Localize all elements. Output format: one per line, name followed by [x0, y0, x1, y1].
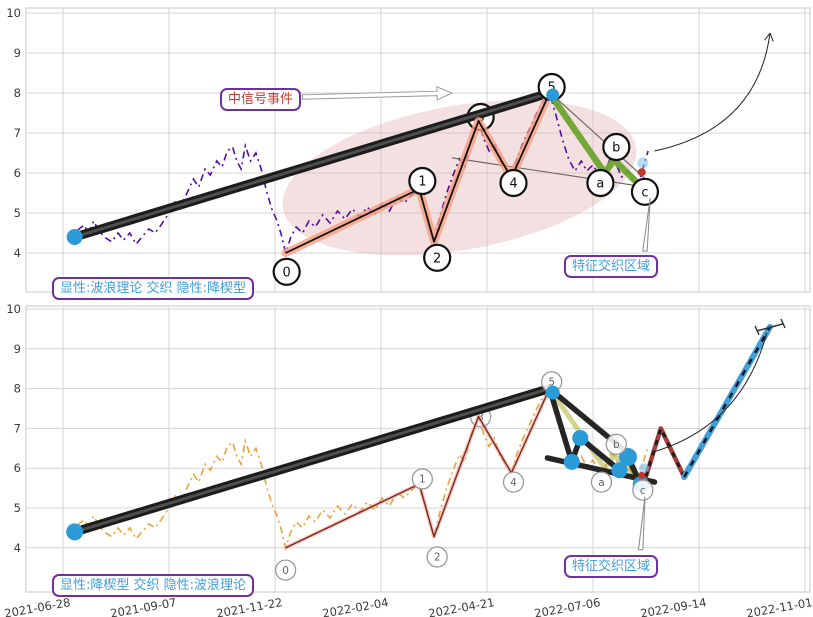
trend-line-core: [73, 91, 551, 239]
x-tick-label: 2021-06-28: [3, 595, 71, 617]
x-tick-label: 2021-11-22: [215, 595, 283, 617]
y-tick-label: 6: [14, 461, 21, 475]
y-tick-label: 7: [14, 126, 21, 140]
wave-point-label-5: 5: [548, 81, 556, 96]
wave-point-label-a: a: [598, 477, 604, 489]
explicit-wedge-label-bottom: 显性:降楔型 交织 隐性:波浪理论: [52, 574, 255, 597]
wave-black: [285, 92, 551, 254]
wave-maroon: [285, 388, 551, 549]
wave-point-label-c: c: [640, 485, 646, 497]
wave-point-label-b: b: [613, 439, 620, 451]
error-bar-tick: [780, 318, 786, 329]
interweave-zone-label-bottom: 特征交织区域: [564, 555, 659, 578]
arrowhead: [769, 32, 774, 42]
wave-point-label-a: a: [596, 177, 604, 192]
y-tick-label: 4: [14, 541, 21, 555]
wave-point-label-5: 5: [548, 377, 555, 389]
wave-point-circle-0: [272, 257, 301, 286]
wave-point-label-2: 2: [433, 251, 441, 266]
pointer-arrow: [637, 496, 646, 551]
wave-point-label-4: 4: [509, 177, 517, 192]
marker-dot-blue: [546, 88, 560, 102]
plot-area-top: [25, 7, 811, 293]
y-tick-label: 4: [14, 246, 21, 260]
wave-point-label-0: 0: [282, 565, 289, 577]
marker-dot-blue: [618, 448, 637, 467]
wave-point-circle-2: [423, 243, 452, 272]
wave-point-label-2: 2: [434, 552, 441, 564]
y-tick-label: 9: [14, 46, 21, 60]
wave-point-label-0: 0: [283, 265, 291, 280]
signal-marker: [638, 471, 646, 479]
blue-projection-dashes: [683, 326, 772, 478]
wave-point-circle-a: [590, 471, 613, 493]
wave-point-circle-b: [605, 433, 627, 455]
marker-dot-blue: [563, 453, 580, 470]
pointer-arrow: [642, 197, 651, 252]
y-tick-label: 7: [14, 421, 21, 435]
signal-marker: [638, 463, 649, 474]
error-bar-tick: [754, 325, 760, 336]
explicit-wave-label-top: 显性:波浪理论 交织 隐性:降楔型: [52, 277, 255, 300]
error-bar: [756, 323, 784, 332]
hollow-right-arrow: [301, 86, 454, 101]
x-tick-label: 2022-09-14: [639, 595, 707, 617]
marker-dot-blue: [545, 385, 560, 400]
wave-point-label-c: c: [641, 185, 648, 200]
wave-point-label-4: 4: [510, 477, 517, 489]
price-series-bottom: [67, 386, 649, 551]
y-tick-label: 5: [14, 501, 21, 515]
y-tick-label: 8: [14, 382, 21, 396]
wave-point-circle-1: [411, 468, 433, 490]
wave-point-circle-c: [632, 479, 654, 501]
signal-marker: [637, 157, 649, 169]
interweave-zone-label-top: 特征交织区域: [564, 255, 659, 278]
wave-point-circle-b: [602, 132, 631, 162]
wave-point-circle-1: [408, 166, 437, 196]
x-tick-label: 2022-07-06: [533, 595, 601, 617]
x-tick-label: 2022-04-21: [427, 595, 495, 617]
projection-curve: [652, 332, 768, 453]
y-tick-label: 10: [6, 6, 21, 20]
wave-point-circle-a: [586, 168, 615, 198]
channel: [451, 157, 659, 190]
x-tick-label: 2021-09-07: [109, 595, 177, 617]
wave-point-label-1: 1: [419, 474, 426, 486]
wave-point-circle-c: [630, 177, 660, 206]
arrowhead: [764, 32, 771, 41]
y-tick-label: 10: [6, 302, 21, 316]
marker-dot-blue: [572, 429, 589, 446]
y-tick-label: 9: [14, 342, 21, 356]
y-tick-label: 5: [14, 206, 21, 220]
wave-point-circle-4: [499, 168, 528, 198]
wave-point-circle-0: [274, 559, 297, 581]
plot-area-bottom: [25, 305, 811, 593]
signal-marker: [637, 168, 646, 177]
projection-curve: [654, 32, 771, 152]
trend-line-core: [73, 387, 551, 534]
wave-point-label-1: 1: [418, 175, 426, 190]
wave-point-circle-2: [426, 546, 448, 568]
price-series-top: [67, 91, 649, 256]
marker-dot-blue: [66, 523, 84, 541]
x-tick-label: 2022-11-01: [745, 595, 813, 617]
marker-dot-blue: [611, 462, 628, 479]
y-tick-label: 8: [14, 86, 21, 100]
wave-point-circle-4: [502, 471, 525, 493]
marker-dot-blue: [66, 229, 83, 245]
x-tick-label: 2022-02-04: [321, 595, 389, 617]
wave-point-label-b: b: [612, 141, 620, 156]
abc-green: [546, 89, 642, 188]
signal-event-label: 中信号事件: [220, 88, 302, 111]
y-tick-label: 6: [14, 166, 21, 180]
